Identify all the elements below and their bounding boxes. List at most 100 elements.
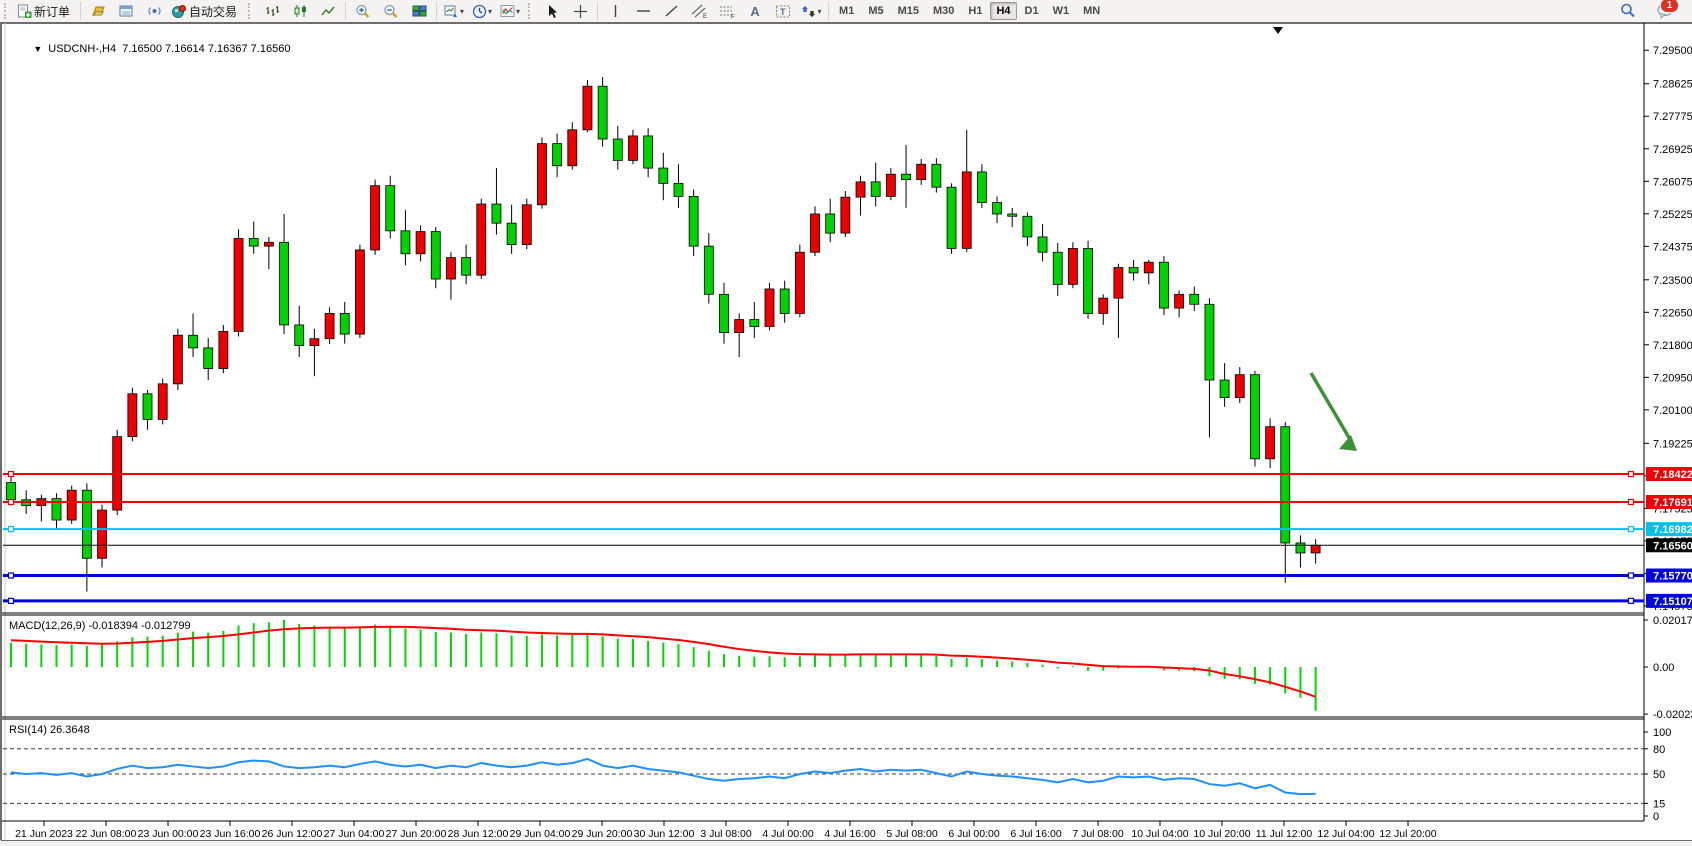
- candle-body: [248, 238, 259, 247]
- candle-body: [749, 319, 760, 327]
- trendline-button[interactable]: [657, 0, 685, 22]
- candle-body: [992, 202, 1002, 215]
- new-chart-button[interactable]: ▾: [440, 0, 468, 22]
- chart-symbol-label[interactable]: ▼ USDCNH-,H4 7.16500 7.16614 7.16367 7.16…: [15, 31, 290, 67]
- candle-body: [688, 195, 699, 247]
- indicators-icon: [500, 5, 515, 17]
- text-label-button[interactable]: T: [769, 0, 797, 22]
- time-axis-label: 29 Jun 20:00: [572, 828, 633, 840]
- indicators-button[interactable]: ▾: [496, 0, 524, 22]
- price-tag-label: 7.16982: [1653, 524, 1692, 536]
- chart-shift-marker[interactable]: [1273, 27, 1283, 34]
- bar-chart-button[interactable]: [258, 0, 286, 22]
- candle-body: [537, 143, 547, 206]
- timeframe-H1[interactable]: H1: [968, 5, 983, 17]
- trend-arrow-head[interactable]: [1339, 435, 1357, 451]
- chat-button[interactable]: 1: [1650, 0, 1682, 22]
- timeframe-M30[interactable]: M30: [933, 5, 955, 17]
- candle-body: [931, 163, 942, 188]
- profiles-button[interactable]: [84, 0, 112, 22]
- bar-chart-icon: [266, 6, 279, 16]
- candle-body: [461, 257, 472, 276]
- macd-tick-label: 0.020174: [1653, 615, 1692, 627]
- crosshair-icon: [573, 4, 587, 18]
- rsi-indicator-label: RSI(14) 26.3648: [9, 724, 90, 736]
- arrows-button[interactable]: ▾: [797, 0, 825, 22]
- candle-body: [1310, 544, 1321, 554]
- line-handle[interactable]: [1627, 526, 1635, 533]
- time-axis-label: 12 Jul 20:00: [1379, 828, 1436, 840]
- line-handle[interactable]: [1627, 498, 1635, 506]
- macd-signal-line: [10, 625, 1316, 698]
- line-handle[interactable]: [7, 597, 15, 604]
- vertical-line-button[interactable]: [601, 0, 629, 22]
- tile-windows-button[interactable]: [405, 0, 433, 22]
- navigator-button[interactable]: [140, 0, 168, 22]
- time-axis-label: 28 Jun 12:00: [448, 828, 509, 840]
- line-handle[interactable]: [1627, 470, 1635, 478]
- timeframe-M1[interactable]: M1: [839, 5, 855, 17]
- toolbar-grip[interactable]: [248, 3, 255, 19]
- candle-body: [81, 489, 92, 559]
- cursor-icon: [549, 4, 558, 18]
- search-button[interactable]: [1614, 0, 1642, 22]
- timeframe-D1[interactable]: D1: [1024, 5, 1039, 17]
- line-chart-button[interactable]: [314, 0, 342, 22]
- trendline-icon: [665, 5, 678, 17]
- zoom-in-button[interactable]: [349, 0, 377, 22]
- candle-body: [916, 163, 927, 180]
- trend-arrow-annotation[interactable]: [1309, 372, 1353, 442]
- new-order-button[interactable]: 新订单: [14, 0, 77, 22]
- time-axis-label: 10 Jul 20:00: [1193, 828, 1250, 840]
- crosshair-button[interactable]: [566, 0, 594, 22]
- candle-body: [1007, 213, 1018, 217]
- line-handle[interactable]: [7, 526, 15, 533]
- candle-body: [673, 182, 684, 197]
- timeframe-MN[interactable]: MN: [1083, 5, 1101, 17]
- candle-body: [521, 204, 532, 245]
- horizontal-line-button[interactable]: [629, 0, 657, 22]
- timeframe-H4[interactable]: H4: [990, 2, 1017, 20]
- line-handle[interactable]: [1627, 572, 1635, 579]
- profiles-icon: [91, 6, 105, 16]
- candle-body: [324, 313, 335, 340]
- market-watch-icon: [119, 5, 133, 17]
- candle-body: [506, 222, 517, 245]
- price-chart-canvas[interactable]: 7.29500 7.28625 7.27775 7.26925 7.26075 7.252…: [1, 23, 1692, 841]
- timeframe-toolbar: M1 M5 M15 M30 H1 H4 D1 W1 MN: [832, 2, 1107, 20]
- price-tick-label: 7.23500: [1653, 275, 1692, 287]
- candle-body: [6, 482, 16, 501]
- dropdown-caret: ▾: [516, 6, 521, 16]
- time-axis-label: 22 Jun 08:00: [76, 828, 137, 840]
- line-handle[interactable]: [7, 498, 15, 506]
- autotrading-button[interactable]: 自动交易: [168, 0, 244, 22]
- time-axis-label: 23 Jun 16:00: [200, 828, 261, 840]
- candle-body: [901, 173, 911, 180]
- candle-body: [1037, 236, 1048, 253]
- line-handle[interactable]: [7, 572, 15, 579]
- timeframe-M5[interactable]: M5: [868, 5, 884, 17]
- equidistant-channel-button[interactable]: E: [685, 0, 713, 22]
- timeframe-W1[interactable]: W1: [1052, 5, 1070, 17]
- fibonacci-icon: F: [719, 6, 735, 19]
- line-handle[interactable]: [1627, 597, 1635, 604]
- toolbar-grip[interactable]: [4, 3, 11, 19]
- time-axis-label: 11 Jul 12:00: [1256, 828, 1313, 840]
- chart-window: 7.29500 7.28625 7.27775 7.26925 7.26075 7.252…: [0, 22, 1692, 841]
- candle-body: [961, 171, 972, 249]
- candle-body: [218, 331, 229, 369]
- candle-body: [339, 313, 350, 335]
- fibonacci-button[interactable]: F: [713, 0, 741, 22]
- market-watch-button[interactable]: [112, 0, 140, 22]
- candlestick-chart-button[interactable]: [286, 0, 314, 22]
- timeframe-M15[interactable]: M15: [897, 5, 919, 17]
- period-button[interactable]: ▾: [468, 0, 496, 22]
- price-tick-label: 7.25225: [1653, 209, 1692, 221]
- chevron-down-icon[interactable]: ▼: [33, 44, 43, 54]
- zoom-out-button[interactable]: [377, 0, 405, 22]
- line-handle[interactable]: [7, 470, 15, 478]
- toolbar-grip[interactable]: [528, 3, 535, 19]
- text-button[interactable]: A: [741, 0, 769, 22]
- cursor-button[interactable]: [538, 0, 566, 22]
